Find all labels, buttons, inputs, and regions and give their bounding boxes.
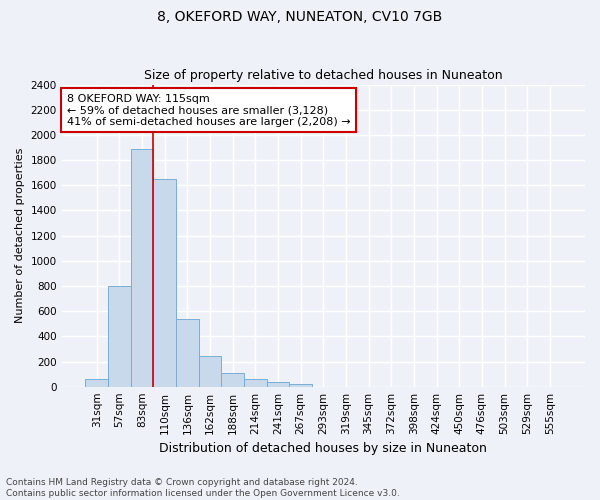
Bar (199, 356, 221, 386)
Bar (244, 379, 266, 386)
Text: 8, OKEFORD WAY, NUNEATON, CV10 7GB: 8, OKEFORD WAY, NUNEATON, CV10 7GB (157, 10, 443, 24)
Bar (221, 373, 244, 386)
Title: Size of property relative to detached houses in Nuneaton: Size of property relative to detached ho… (144, 69, 503, 82)
Bar (176, 320, 199, 386)
X-axis label: Distribution of detached houses by size in Nuneaton: Distribution of detached houses by size … (160, 442, 487, 455)
Y-axis label: Number of detached properties: Number of detached properties (15, 148, 25, 324)
Bar (131, 149, 154, 386)
Text: 8 OKEFORD WAY: 115sqm
← 59% of detached houses are smaller (3,128)
41% of semi-d: 8 OKEFORD WAY: 115sqm ← 59% of detached … (67, 94, 350, 127)
Bar (85, 379, 108, 386)
Bar (289, 384, 312, 386)
Text: Contains HM Land Registry data © Crown copyright and database right 2024.
Contai: Contains HM Land Registry data © Crown c… (6, 478, 400, 498)
Bar (266, 382, 289, 386)
Bar (108, 286, 131, 386)
Bar (154, 179, 176, 386)
